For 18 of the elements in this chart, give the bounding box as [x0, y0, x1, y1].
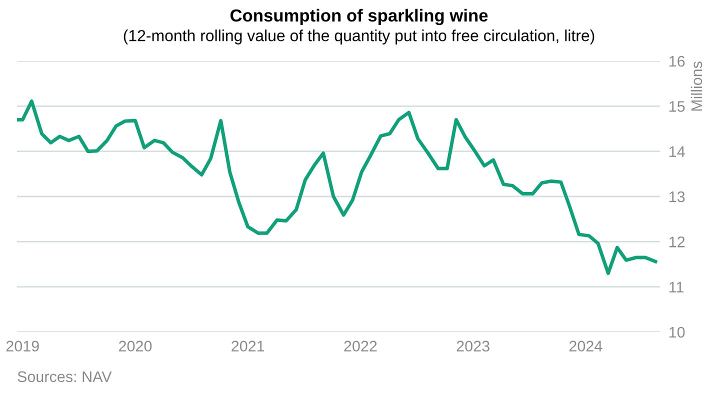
y-axis-title: Millions	[690, 62, 702, 111]
x-tick-label: 2024	[569, 340, 602, 352]
chart-subtitle: (12-month rolling value of the quantity put into free circulation, litre)	[124, 30, 594, 44]
source-note: Sources: NAV	[18, 371, 112, 382]
y-tick-label: 16	[670, 56, 685, 67]
y-tick-label: 15	[670, 101, 685, 112]
y-tick-label: 12	[670, 236, 685, 248]
y-tick-label: 10	[670, 326, 685, 338]
chart-title: Consumption of sparkling wine	[230, 8, 488, 26]
line-series	[17, 99, 658, 276]
x-tick-label: 2023	[456, 340, 490, 352]
x-tick-label: 2021	[232, 340, 264, 352]
y-tick-label: 13	[670, 191, 685, 202]
y-tick-label: 11	[670, 282, 684, 292]
x-tick-label: 2019	[6, 340, 39, 352]
x-tick-label: 2022	[344, 340, 377, 352]
x-tick-label: 2020	[119, 340, 152, 352]
y-tick-label: 14	[670, 146, 685, 157]
